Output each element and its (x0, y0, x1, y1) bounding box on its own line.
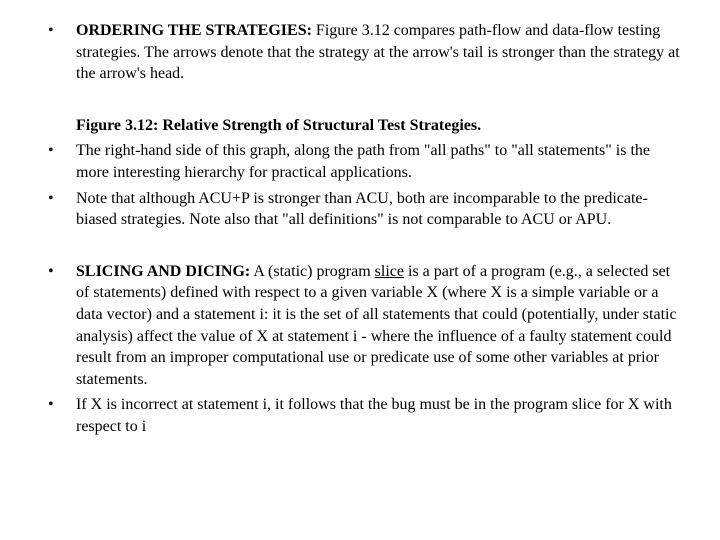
item-heading: SLICING AND DICING: (76, 263, 250, 280)
list-item: The right-hand side of this graph, along… (20, 140, 680, 183)
spacer (20, 89, 680, 111)
item-body: If X is incorrect at statement i, it fol… (76, 396, 672, 435)
item-heading: ORDERING THE STRATEGIES: (76, 22, 312, 39)
list-item: SLICING AND DICING: A (static) program s… (20, 261, 680, 391)
item-underlined: slice (375, 263, 404, 280)
list-item: Note that although ACU+P is stronger tha… (20, 188, 680, 231)
figure-caption-row: Figure 3.12: Relative Strength of Struct… (20, 115, 680, 137)
spacer (20, 235, 680, 257)
item-body: is a part of a program (e.g., a selected… (76, 263, 677, 388)
list-item: ORDERING THE STRATEGIES: Figure 3.12 com… (20, 20, 680, 85)
figure-caption: Figure 3.12: Relative Strength of Struct… (76, 117, 481, 134)
item-lead: A (static) program (250, 263, 374, 280)
item-body: Note that although ACU+P is stronger tha… (76, 190, 648, 229)
list-item: If X is incorrect at statement i, it fol… (20, 394, 680, 437)
item-body: The right-hand side of this graph, along… (76, 142, 650, 181)
